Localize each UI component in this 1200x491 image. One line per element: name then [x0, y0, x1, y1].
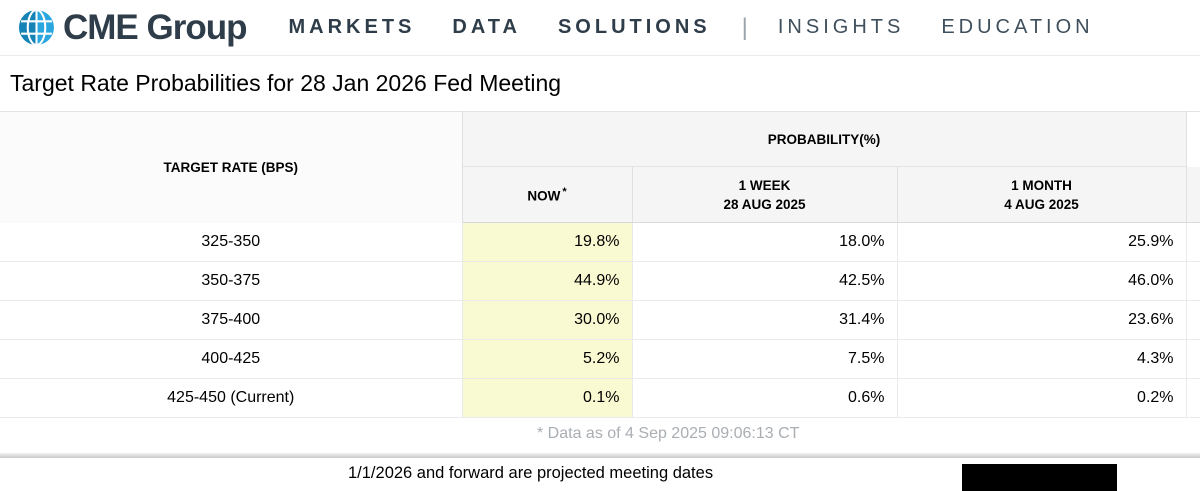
col-header-1week: 1 WEEK 28 AUG 2025 — [632, 166, 898, 223]
month-cell: 25.9% — [897, 222, 1187, 262]
month-cell: 4.3% — [897, 339, 1187, 379]
edge-cell — [1186, 261, 1200, 301]
week-cell: 0.6% — [632, 378, 898, 418]
nav-item-markets[interactable]: MARKETS — [288, 16, 416, 38]
edge-cell — [1186, 300, 1200, 340]
next-column-edge-top — [1186, 111, 1200, 167]
week-cell: 7.5% — [632, 339, 898, 379]
nav-item-insights[interactable]: INSIGHTS — [777, 16, 905, 38]
now-cell: 19.8% — [462, 222, 633, 262]
col-header-now: NOW * — [462, 166, 633, 223]
col-header-1month: 1 MONTH 4 AUG 2025 — [897, 166, 1187, 223]
panel-divider — [0, 452, 1200, 458]
week-label: 1 WEEK — [738, 177, 791, 193]
now-cell: 30.0% — [462, 300, 633, 340]
now-cell: 5.2% — [462, 339, 633, 379]
table-row: 400-425 5.2% 7.5% 4.3% — [0, 339, 1200, 379]
table-row: 350-375 44.9% 42.5% 46.0% — [0, 261, 1200, 301]
table-row: 375-400 30.0% 31.4% 23.6% — [0, 300, 1200, 340]
rate-cell: 425-450 (Current) — [0, 378, 463, 418]
page-title: Target Rate Probabilities for 28 Jan 202… — [10, 70, 562, 96]
now-footnote-asterisk: * — [562, 186, 567, 199]
table-footnote-row: * Data as of 4 Sep 2025 09:06:13 CT — [0, 418, 1200, 451]
month-cell: 23.6% — [897, 300, 1187, 340]
redaction-box — [962, 463, 1117, 491]
week-cell: 31.4% — [632, 300, 898, 340]
month-label: 1 MONTH — [1011, 177, 1072, 193]
week-cell: 18.0% — [632, 222, 898, 262]
table-row: 325-350 19.8% 18.0% 25.9% — [0, 222, 1200, 262]
rate-cell: 350-375 — [0, 261, 463, 301]
probability-table: TARGET RATE (BPS) PROBABILITY(%) NOW * 1 … — [0, 111, 1200, 451]
top-nav: CME Group MARKETS DATA SOLUTIONS | INSIG… — [0, 0, 1200, 56]
now-cell: 0.1% — [462, 378, 633, 418]
main-nav: MARKETS DATA SOLUTIONS | INSIGHTS EDUCAT… — [288, 14, 1130, 42]
brand-name: CME Group — [63, 7, 247, 47]
next-column-edge-sub — [1186, 166, 1200, 223]
nav-item-data[interactable]: DATA — [452, 16, 521, 38]
rate-cell: 375-400 — [0, 300, 463, 340]
projected-dates-note: 1/1/2026 and forward are projected meeti… — [348, 463, 714, 482]
month-date: 4 AUG 2025 — [1004, 196, 1079, 212]
bottom-bar: 1/1/2026 and forward are projected meeti… — [0, 457, 1200, 491]
now-label: NOW — [527, 188, 561, 204]
globe-icon — [18, 9, 55, 46]
col-header-target-rate: TARGET RATE (BPS) — [0, 111, 463, 223]
nav-separator: | — [741, 13, 748, 41]
month-cell: 46.0% — [897, 261, 1187, 301]
week-date: 28 AUG 2025 — [723, 196, 806, 212]
week-cell: 42.5% — [632, 261, 898, 301]
edge-cell — [1186, 339, 1200, 379]
cme-group-logo[interactable]: CME Group — [18, 7, 247, 48]
data-asof-note: * Data as of 4 Sep 2025 09:06:13 CT — [537, 425, 800, 442]
edge-cell — [1186, 222, 1200, 262]
rate-cell: 400-425 — [0, 339, 463, 379]
rate-cell: 325-350 — [0, 222, 463, 262]
now-cell: 44.9% — [462, 261, 633, 301]
edge-cell — [1186, 378, 1200, 418]
nav-item-education[interactable]: EDUCATION — [941, 16, 1094, 38]
month-cell: 0.2% — [897, 378, 1187, 418]
nav-item-solutions[interactable]: SOLUTIONS — [557, 16, 711, 38]
col-header-probability: PROBABILITY(%) — [462, 111, 1187, 167]
title-bar: Target Rate Probabilities for 28 Jan 202… — [0, 56, 1200, 111]
table-row: 425-450 (Current) 0.1% 0.6% 0.2% — [0, 378, 1200, 418]
